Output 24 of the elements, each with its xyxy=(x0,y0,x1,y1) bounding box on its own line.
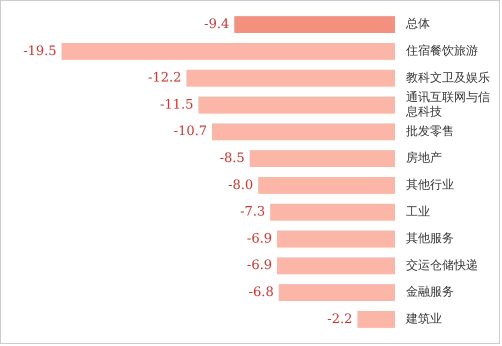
y-tick-label: 总体 xyxy=(405,16,430,31)
data-label: -2.2 xyxy=(327,312,352,327)
y-tick-label: 其他服务 xyxy=(406,231,454,246)
data-label: -9.4 xyxy=(204,16,230,32)
y-tick-label: 房地产 xyxy=(406,150,442,165)
data-label: -19.5 xyxy=(23,44,57,59)
y-tick-label: 工业 xyxy=(406,204,430,218)
y-tick-label: 金融服务 xyxy=(406,284,454,299)
data-label: -7.3 xyxy=(240,204,266,220)
y-tick-label: 通讯互联网与信息科技 xyxy=(405,90,490,118)
data-label: -6.8 xyxy=(248,284,274,300)
y-tick-label: 批发零售 xyxy=(406,124,454,138)
data-label: -6.9 xyxy=(246,231,272,246)
data-label: -10.7 xyxy=(174,124,208,140)
y-tick-label: 其他行业 xyxy=(406,178,454,192)
y-tick-label: 建筑业 xyxy=(405,312,442,326)
y-tick-label: 交运仓储快递 xyxy=(406,258,478,272)
data-label: -6.9 xyxy=(246,258,272,274)
y-tick-label: 教科文卫及娱乐 xyxy=(406,70,490,84)
y-tick-label: 住宿餐饮旅游 xyxy=(405,44,478,58)
data-label: -8.0 xyxy=(228,178,254,193)
data-label: -8.5 xyxy=(220,150,245,166)
data-label: -12.2 xyxy=(148,70,182,86)
data-label: -11.5 xyxy=(160,97,194,112)
